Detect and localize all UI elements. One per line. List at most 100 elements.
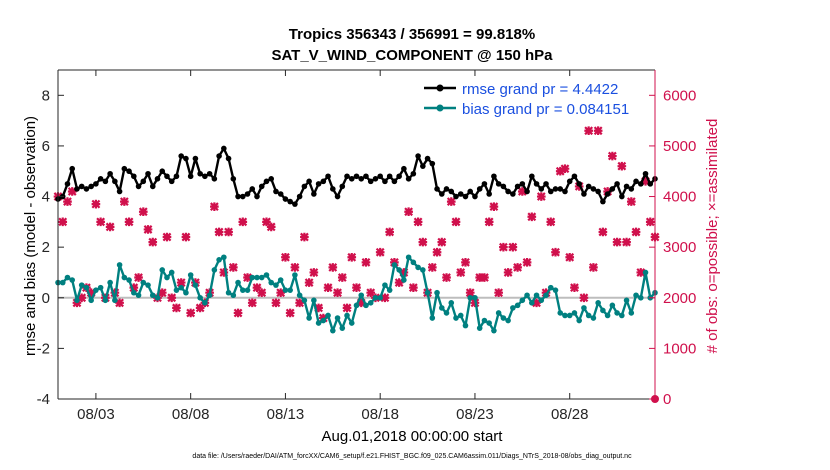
rmse-series	[55, 145, 658, 207]
bias-point	[173, 287, 180, 293]
rmse-point	[173, 173, 180, 180]
obs-count-marker	[432, 247, 442, 257]
data-file-footnote: data file: /Users/raeder/DAI/ATM_forcXX/…	[192, 453, 632, 460]
bias-point	[330, 327, 336, 334]
bias-point	[183, 289, 189, 296]
bias-point	[633, 292, 639, 299]
obs-count-marker	[589, 263, 598, 272]
obs-count-marker	[517, 187, 527, 196]
bias-point	[363, 302, 369, 309]
obs-count-marker	[404, 207, 413, 217]
obs-count-marker	[536, 192, 546, 201]
obs-count-marker	[527, 212, 537, 222]
x-axis-label: Aug.01,2018 00:00:00 start	[322, 428, 504, 445]
bias-point	[296, 292, 303, 299]
rmse-point	[64, 181, 71, 187]
rmse-point	[453, 193, 459, 200]
bias-point	[216, 257, 222, 263]
right-axis-label: # of obs: o=possible; ×=assimilated	[704, 119, 721, 354]
bias-point	[581, 305, 587, 311]
rmse-point	[244, 191, 251, 197]
obs-count-marker	[115, 298, 124, 308]
bias-point	[614, 310, 620, 316]
rmse-point	[225, 155, 232, 162]
bias-point	[206, 292, 213, 299]
obs-count-marker	[489, 202, 499, 212]
obs-count-marker	[617, 161, 627, 171]
rmse-point	[519, 181, 526, 187]
rmse-point	[164, 173, 170, 180]
left-tick-label: 6	[42, 138, 50, 155]
bias-point	[69, 277, 76, 283]
bias-point	[230, 292, 237, 299]
obs-count-marker	[323, 283, 333, 293]
bias-point	[429, 315, 436, 321]
rmse-point	[334, 193, 341, 200]
rmse-point	[192, 155, 199, 162]
obs-count-marker	[271, 298, 281, 308]
obs-count-marker	[266, 222, 276, 232]
legend-rmse-label: rmse grand pr = 4.4422	[462, 81, 618, 98]
left-tick-label: 4	[42, 189, 50, 206]
rmse-point	[538, 186, 545, 192]
rmse-point	[576, 181, 582, 187]
rmse-point	[581, 191, 587, 197]
rmse-point	[585, 183, 592, 190]
bias-point	[292, 272, 298, 278]
bias-point	[495, 310, 502, 316]
obs-count-marker	[446, 197, 456, 206]
rmse-point	[401, 165, 407, 172]
obs-count-marker	[181, 232, 191, 242]
bias-point	[88, 297, 94, 304]
left-tick-label: 0	[42, 290, 50, 307]
left-tick-label: 8	[42, 87, 50, 104]
chart-title-line1: Tropics 356343 / 356991 = 99.818%	[289, 26, 535, 43]
bias-point	[112, 297, 118, 304]
rmse-point	[292, 201, 298, 207]
obs-count-marker	[138, 207, 148, 217]
rmse-point	[529, 173, 535, 180]
obs-count-marker	[598, 227, 608, 237]
bias-point	[78, 282, 85, 288]
bias-point	[552, 287, 559, 293]
bias-point	[420, 267, 426, 273]
obs-count-marker	[262, 217, 271, 227]
bias-point	[382, 282, 388, 288]
rmse-point	[604, 191, 611, 197]
rmse-point	[88, 183, 94, 190]
rmse-point	[348, 176, 355, 182]
obs-count-marker	[238, 217, 248, 227]
bias-point	[401, 277, 407, 283]
obs-count-marker	[143, 225, 153, 234]
bias-point	[405, 254, 412, 261]
bias-point	[277, 277, 284, 283]
x-tick-label: 08/23	[456, 406, 494, 423]
bias-point	[211, 267, 218, 273]
obs-count-marker	[257, 288, 267, 298]
obs-count-marker	[167, 293, 177, 303]
bias-point	[529, 300, 535, 306]
rmse-point	[524, 188, 530, 195]
obs-count-marker	[129, 283, 139, 293]
legend-bias-marker	[436, 104, 444, 112]
bias-point	[396, 267, 402, 273]
bias-point	[604, 312, 611, 319]
bias-point	[358, 292, 365, 299]
bias-point	[244, 287, 251, 293]
right-tick-label: 1000	[663, 340, 696, 357]
rmse-point	[258, 183, 265, 190]
right-tick-label: 6000	[663, 87, 696, 104]
bias-point	[325, 312, 331, 319]
bias-point	[424, 289, 431, 296]
rmse-point	[637, 181, 644, 187]
obs-count-marker	[394, 278, 404, 287]
rmse-point	[145, 170, 151, 177]
bias-point	[140, 279, 147, 286]
bias-point	[131, 289, 137, 296]
bias-point	[239, 287, 246, 293]
rmse-point	[69, 165, 76, 172]
bias-point	[514, 302, 521, 309]
bias-point	[533, 292, 540, 299]
right-tick-label: 0	[663, 391, 671, 408]
